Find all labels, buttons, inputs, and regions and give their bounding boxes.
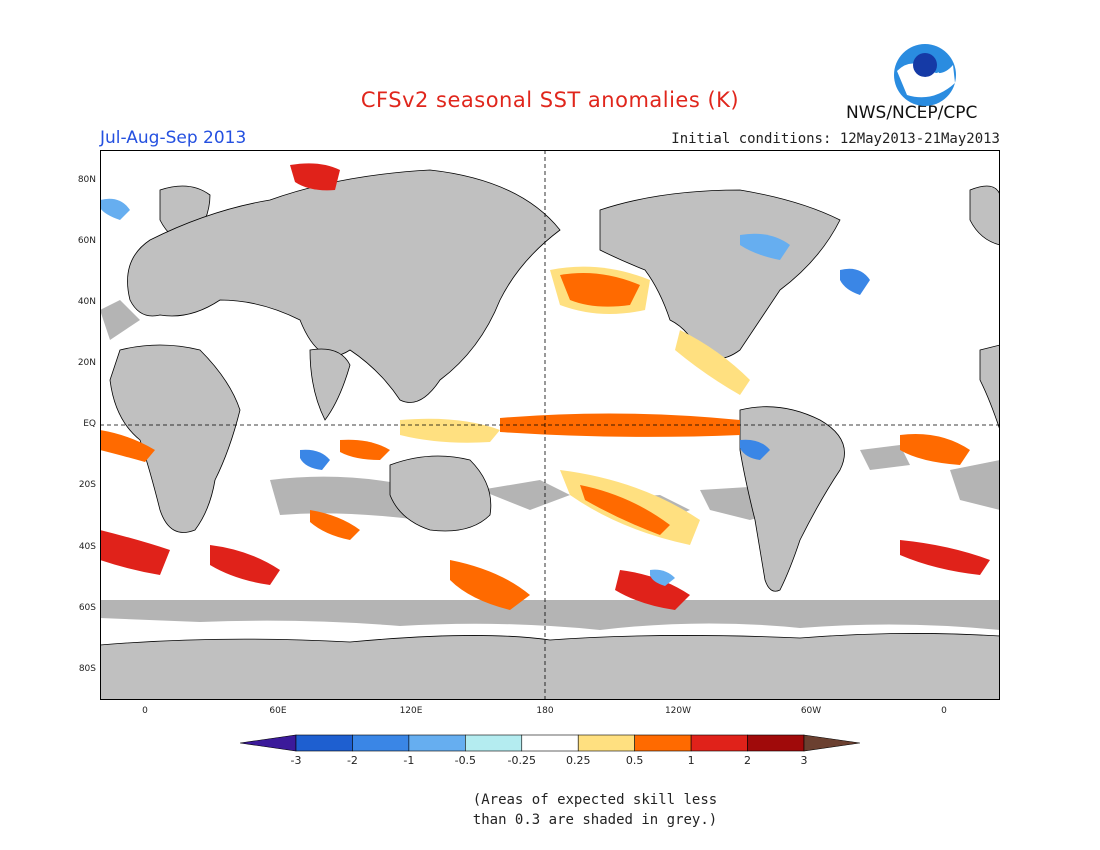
colorbar-box [690,734,748,752]
skill-note-line2: than 0.3 are shaded in grey.) [472,812,718,828]
lat-label: 80N [77,175,96,185]
lat-label: 80S [78,664,96,674]
colorbar-tick-label: -0.25 [507,754,536,767]
antarctica [100,633,1000,700]
lon-label: 0 [941,706,947,716]
lat-label: 20N [77,358,96,368]
colorbar-tick-label: 0.5 [625,754,644,767]
colorbar-tick-label: 1 [687,754,695,767]
north-america [599,189,841,360]
low-skill-regions [100,300,1000,630]
colorbar-tick-label: 0.25 [565,754,591,767]
india [309,348,351,421]
colorbar-tick-label: -3 [290,754,302,767]
lat-label: EQ [83,419,96,429]
colorbar-arrow-high [803,734,860,752]
colorbar-box [577,734,635,752]
noaa-logo-icon [894,44,956,106]
cool-anomalies [100,198,870,586]
greenland-east [969,185,1000,246]
lon-label: 60E [269,706,287,716]
page-title: CFSv2 seasonal SST anomalies (K) [360,88,740,112]
lon-label: 0 [142,706,148,716]
colorbar-tick-label: -1 [403,754,415,767]
colorbar-arrow-low [240,734,297,752]
colorbar-box [465,734,523,752]
colorbar-box [634,734,692,752]
colorbar-box [352,734,410,752]
africa [109,344,241,533]
eurasia [127,169,561,403]
lat-label: 60N [77,236,96,246]
lat-label: 40S [78,542,96,552]
initial-conditions-label: Initial conditions: 12May2013-21May2013 [671,131,1000,147]
lon-label: 60W [800,706,822,716]
org-label: NWS/NCEP/CPC [846,103,978,123]
colorbar-box [747,734,805,752]
sst-anomaly-map [100,150,1000,700]
lon-label: 120E [399,706,423,716]
colorbar-box [295,734,353,752]
colorbar-tick-label: 3 [800,754,808,767]
equator-line [100,150,1000,700]
season-label: Jul-Aug-Sep 2013 [100,128,247,148]
colorbar-tick-label: -0.5 [454,754,477,767]
lat-label: 40N [77,297,96,307]
colorbar [240,734,860,752]
colorbar-tick-label: 2 [744,754,752,767]
lat-label: 60S [78,603,96,613]
colorbar-tick-label: -2 [346,754,358,767]
australia [389,455,492,532]
lat-label: 20S [78,480,96,490]
colorbar-box [521,734,579,752]
land-masses [100,169,1000,700]
lon-label: 120W [664,706,692,716]
lon-label: 180 [536,706,554,716]
colorbar-box [408,734,466,752]
skill-note-line1: (Areas of expected skill less [472,792,718,808]
